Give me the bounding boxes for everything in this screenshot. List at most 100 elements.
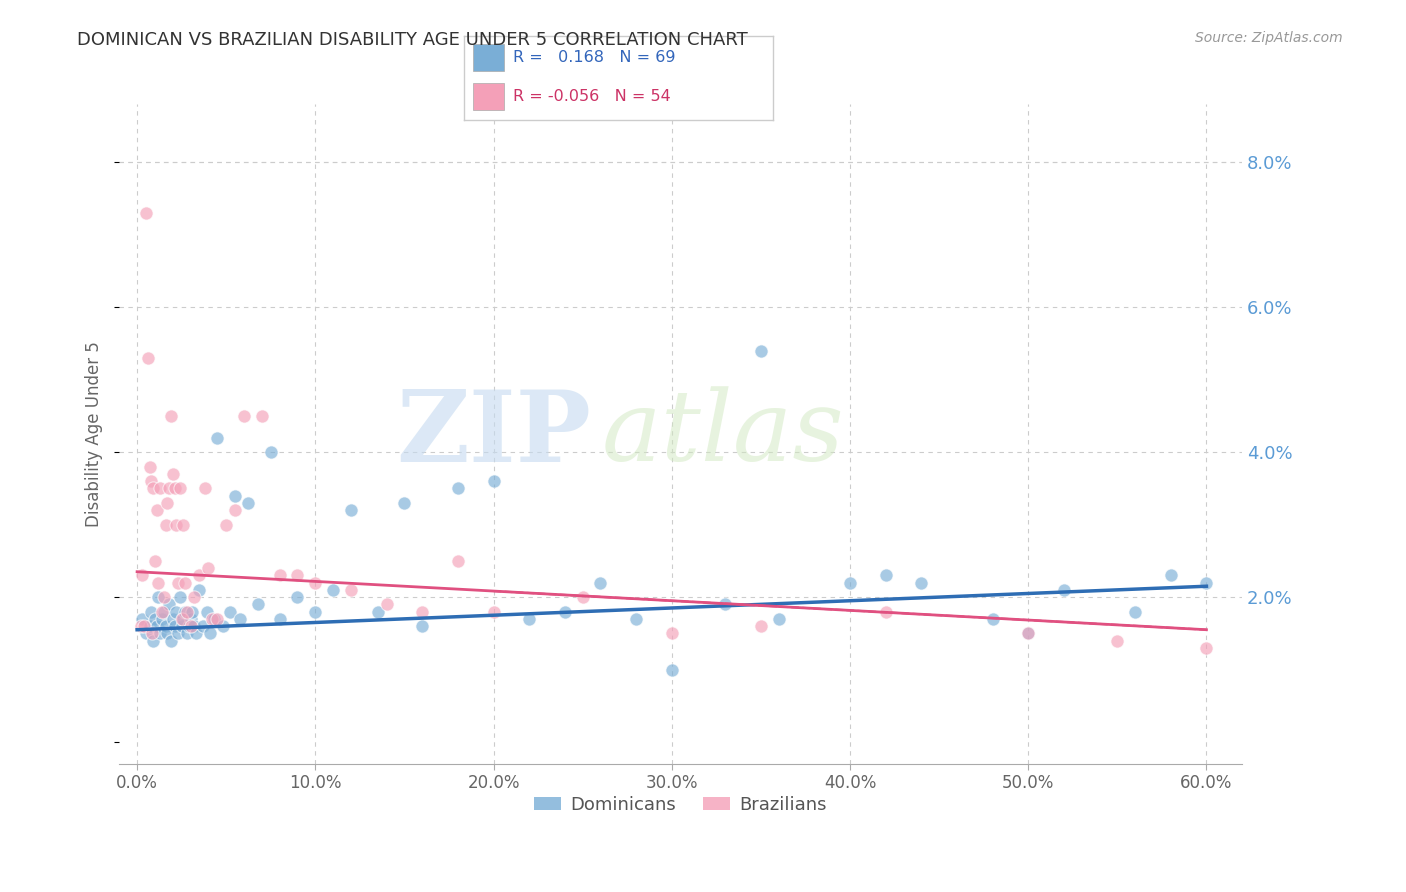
Point [589,575,612,590]
Point [247,598,270,612]
Point [340,582,363,597]
Point [142,482,165,496]
Point [482,605,505,619]
Point [482,474,505,488]
Point [170,612,193,626]
Point [148,590,170,604]
Point [229,612,252,626]
Point [218,605,240,619]
Point [177,619,200,633]
Point [197,561,219,575]
Point [155,619,177,633]
Point [150,612,173,626]
Point [176,626,198,640]
Point [367,605,389,619]
Point [184,626,207,640]
Bar [474,83,505,111]
Point [131,568,153,582]
Point [191,619,214,633]
Point [129,619,152,633]
Point [141,605,163,619]
Point [447,554,470,568]
Point [236,496,259,510]
Point [167,626,190,640]
Point [411,605,433,619]
Point [215,517,238,532]
Point [714,598,737,612]
Point [170,619,193,633]
Point [134,619,156,633]
Point [224,503,246,517]
Point [269,612,291,626]
Point [157,598,180,612]
Point [131,612,153,626]
Point [287,568,309,582]
Point [135,206,157,220]
Point [375,598,398,612]
Point [304,575,326,590]
Point [749,343,772,358]
Point [174,575,197,590]
Point [169,590,191,604]
Point [145,503,167,517]
Point [141,626,163,640]
Point [1195,640,1218,655]
Point [188,568,211,582]
Point [201,612,224,626]
Point [172,517,194,532]
Point [169,482,191,496]
Point [661,626,683,640]
Point [981,612,1004,626]
Point [155,517,177,532]
Point [153,590,176,604]
Point [1123,605,1146,619]
Point [149,482,172,496]
Point [211,619,233,633]
Legend: Dominicans, Brazilians: Dominicans, Brazilians [527,789,834,821]
Point [661,663,683,677]
Point [1160,568,1182,582]
Point [160,409,183,423]
Point [322,582,344,597]
Point [260,445,283,459]
Point [768,612,790,626]
Point [1107,633,1129,648]
Point [233,409,256,423]
Point [165,517,187,532]
Point [1017,626,1039,640]
Text: Source: ZipAtlas.com: Source: ZipAtlas.com [1195,31,1343,45]
Point [198,626,221,640]
Point [153,605,176,619]
Point [875,605,897,619]
Text: ZIP: ZIP [396,385,591,483]
Point [176,605,198,619]
Point [195,605,218,619]
Point [839,575,862,590]
Point [447,482,470,496]
Point [165,605,187,619]
Point [624,612,647,626]
Point [183,619,205,633]
Point [143,612,166,626]
Point [207,431,229,445]
Point [149,626,172,640]
Point [910,575,932,590]
Point [250,409,273,423]
Point [181,605,204,619]
Point [142,633,165,648]
Point [162,612,184,626]
Point [162,467,184,481]
Point [150,605,173,619]
Point [287,590,309,604]
Text: DOMINICAN VS BRAZILIAN DISABILITY AGE UNDER 5 CORRELATION CHART: DOMINICAN VS BRAZILIAN DISABILITY AGE UN… [77,31,748,49]
Point [143,554,166,568]
Point [1195,575,1218,590]
Point [1017,626,1039,640]
Point [224,489,246,503]
Point [180,619,202,633]
Point [163,482,186,496]
Text: R = -0.056   N = 54: R = -0.056 N = 54 [513,89,671,104]
Text: atlas: atlas [602,386,845,482]
Point [183,590,205,604]
Point [148,575,170,590]
